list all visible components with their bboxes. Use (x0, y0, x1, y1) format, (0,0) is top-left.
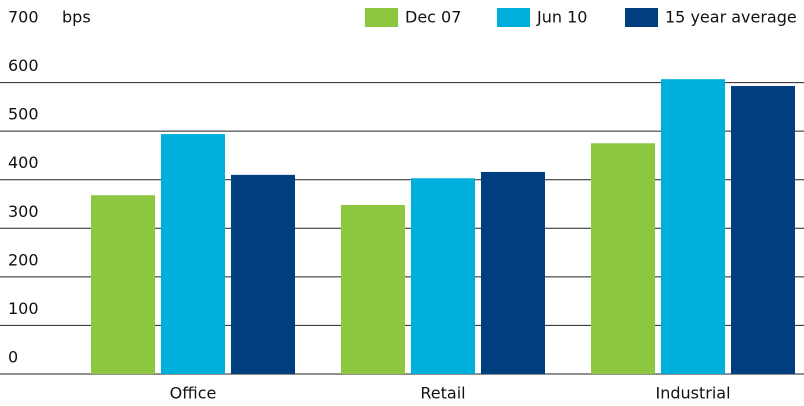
y-tick-label: 600 (8, 56, 39, 75)
legend-swatch (497, 8, 530, 27)
x-tick-label: Office (170, 384, 217, 403)
bar (731, 85, 795, 374)
legend-swatch (625, 8, 658, 27)
bar (161, 134, 225, 374)
y-tick-label: 100 (8, 299, 39, 318)
bar (661, 79, 725, 375)
y-tick-label: 500 (8, 105, 39, 124)
y-unit: bps (62, 8, 91, 27)
x-tick-label: Industrial (655, 384, 730, 403)
legend-label: Jun 10 (536, 8, 587, 27)
x-tick-label: Retail (420, 384, 465, 403)
legend-label: Dec 07 (405, 8, 461, 27)
bar (341, 204, 405, 374)
bar (91, 195, 155, 374)
legend-label: 15 year average (665, 8, 797, 27)
y-tick-label: 700 (8, 8, 39, 27)
y-tick-label: 0 (8, 348, 18, 367)
bar (481, 171, 545, 374)
y-tick-label: 200 (8, 250, 39, 269)
bar (231, 174, 295, 374)
legend-swatch (365, 8, 398, 27)
y-tick-label: 400 (8, 153, 39, 172)
bar (411, 178, 475, 374)
bar (591, 143, 655, 374)
y-tick-label: 300 (8, 202, 39, 221)
